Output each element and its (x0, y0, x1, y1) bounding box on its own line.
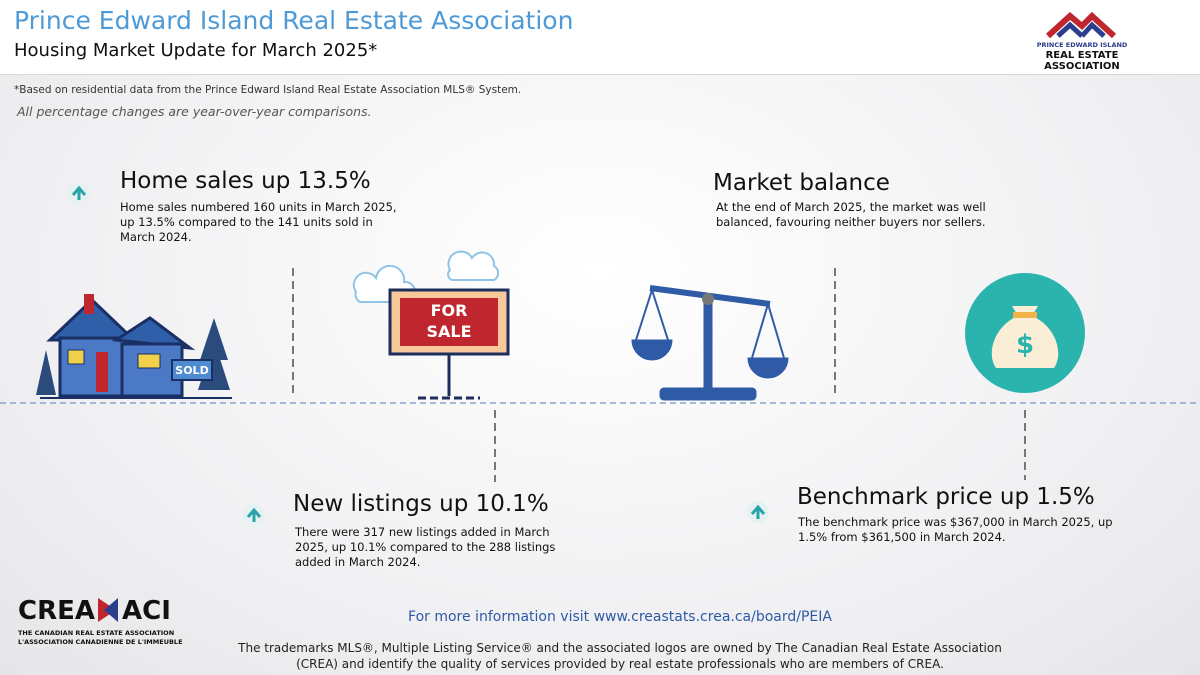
cloud (447, 250, 500, 281)
logo-text: ASSOCIATION (1044, 61, 1120, 72)
section-title: Home sales up 13.5% (120, 168, 371, 194)
section-title: New listings up 10.1% (293, 491, 549, 517)
note: All percentage changes are year-over-yea… (17, 104, 372, 119)
house-window (137, 353, 161, 369)
dollar-sign: $ (1016, 330, 1034, 360)
sign-text: FOR (431, 301, 468, 320)
scale-pole (703, 295, 713, 389)
house-window (67, 349, 85, 365)
logo-text: REAL ESTATE (1046, 50, 1119, 61)
logo-roof (1045, 11, 1117, 39)
info-link: For more information visit www.creastats… (408, 609, 832, 625)
sold-text: SOLD (175, 364, 208, 377)
scale-pan (747, 357, 789, 379)
title: Prince Edward Island Real Estate Associa… (14, 6, 574, 35)
scale-base (659, 387, 757, 401)
section-title: Market balance (713, 170, 890, 196)
sign-text: SALE (426, 322, 471, 341)
trademark: The trademarks MLS®, Multiple Listing Se… (238, 641, 1002, 655)
crea-mark (104, 598, 118, 622)
section-body: There were 317 new listings added in Mar… (295, 525, 556, 569)
header: Prince Edward Island Real Estate Associa… (0, 0, 1200, 75)
house-body (58, 336, 128, 398)
scale-strings (635, 289, 785, 359)
section-body: Home sales numbered 160 units in March 2… (120, 200, 397, 244)
up-arrow (750, 504, 766, 519)
scale-pan (631, 339, 673, 361)
sign-panel (400, 298, 498, 346)
crea-text: CREA (18, 596, 95, 626)
sold-sign (171, 359, 213, 381)
money-bag-illustration: $ (965, 273, 1085, 393)
for-sale-illustration: FOR SALE (352, 250, 510, 400)
crea-text: ACI (122, 596, 171, 626)
logo-text: PRINCE EDWARD ISLAND (1037, 41, 1128, 49)
scale-illustration (631, 285, 789, 401)
crea-subtext: L'ASSOCIATION CANADIENNE DE L'IMMEUBLE (18, 638, 183, 646)
tree (200, 318, 228, 360)
trademark: (CREA) and identify the quality of servi… (296, 657, 944, 671)
scale-pivot (702, 293, 714, 305)
chimney (84, 294, 94, 314)
crea-logo: CREA ACI THE CANADIAN REAL ESTATE ASSOCI… (18, 596, 183, 646)
subtitle: Housing Market Update for March 2025* (14, 40, 378, 61)
section-title: Benchmark price up 1.5% (797, 484, 1095, 510)
section-body: The benchmark price was $367,000 in Marc… (798, 515, 1113, 544)
house-illustration: SOLD (36, 294, 232, 399)
house-door (96, 352, 108, 392)
dividers (292, 268, 1026, 482)
up-icons (68, 182, 769, 526)
logo-roof-inner (1056, 21, 1106, 38)
up-arrow (246, 507, 262, 522)
crea-subtext: THE CANADIAN REAL ESTATE ASSOCIATION (18, 629, 174, 637)
association-logo: PRINCE EDWARD ISLAND REAL ESTATE ASSOCIA… (1037, 11, 1128, 72)
section-body: At the end of March 2025, the market was… (716, 200, 986, 229)
tree (36, 350, 56, 395)
money-tie (1013, 312, 1037, 318)
up-arrow (71, 185, 87, 200)
money-bag (991, 306, 1059, 368)
note: *Based on residential data from the Prin… (14, 84, 522, 96)
